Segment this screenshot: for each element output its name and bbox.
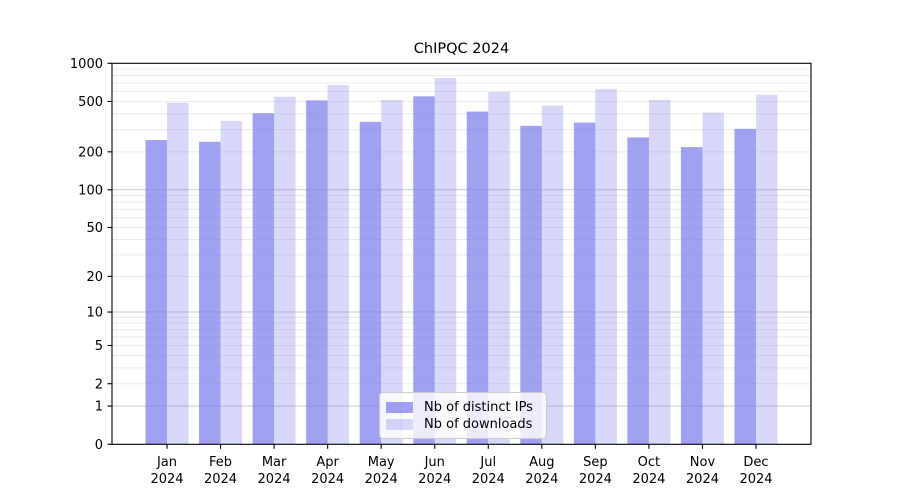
bar-downloads-may — [381, 99, 403, 445]
y-tick-label: 1 — [95, 400, 103, 415]
bar-ips-feb — [199, 141, 221, 445]
x-tick-label-year: 2024 — [204, 472, 237, 487]
x-tick-label-month: Feb — [209, 455, 232, 470]
y-tick-label: 1000 — [70, 57, 103, 72]
bar-downloads-mar — [274, 96, 296, 445]
bar-ips-sep — [573, 122, 596, 445]
x-tick-label-month: Oct — [638, 455, 660, 470]
x-tick-label-year: 2024 — [311, 472, 344, 487]
y-tick-label: 100 — [78, 183, 103, 198]
bar-ips-jul — [466, 111, 489, 445]
y-tick-label: 20 — [86, 270, 103, 285]
x-tick-label-year: 2024 — [525, 472, 558, 487]
x-tick-label-month: Dec — [743, 455, 768, 470]
x-tick-label-month: Jun — [424, 455, 445, 470]
bar-downloads-sep — [595, 89, 617, 445]
x-tick-label-month: Apr — [316, 455, 339, 470]
x-tick-label-year: 2024 — [418, 472, 451, 487]
bar-downloads-jun — [434, 77, 457, 445]
bar-downloads-dec — [756, 94, 778, 445]
bar-ips-dec — [734, 128, 756, 445]
y-tick-label: 2 — [95, 377, 103, 392]
x-tick-label-month: Jan — [156, 455, 177, 470]
legend-item-downloads: Nb of downloads — [386, 416, 538, 432]
plot-border — [111, 62, 812, 445]
y-tick-label: 50 — [86, 221, 103, 236]
bar-ips-aug — [520, 125, 542, 445]
tick-labels: 0 1 2 5 10 20 50 100 200 500 1000 Jan 2024 Feb 2024 Mar… — [70, 57, 773, 487]
bar-ips-oct — [627, 137, 649, 445]
x-tick-label-month: Aug — [529, 455, 554, 470]
bar-downloads-oct — [648, 99, 671, 445]
axes — [107, 62, 812, 449]
y-tick-label: 500 — [78, 95, 103, 110]
bar-ips-may — [359, 121, 382, 445]
x-tick-label-month: May — [368, 455, 395, 470]
legend-label-distinct-ips: Nb of distinct IPs — [424, 399, 533, 415]
legend-swatch-ips-icon — [386, 401, 413, 413]
bar-ips-apr — [306, 100, 328, 445]
x-tick-label-year: 2024 — [739, 472, 772, 487]
legend-label-downloads: Nb of downloads — [424, 416, 533, 432]
x-tick-label-year: 2024 — [686, 472, 719, 487]
y-tick-label: 200 — [78, 145, 103, 160]
bar-ips-jun — [413, 96, 435, 445]
bar-ips-mar — [252, 113, 275, 445]
bar-ips-nov — [680, 147, 703, 445]
bar-downloads-jan — [167, 102, 189, 445]
legend-item-distinct-ips: Nb of distinct IPs — [386, 399, 538, 415]
chart-title: ChIPQC 2024 — [414, 41, 509, 57]
y-tick-label: 0 — [95, 438, 103, 453]
bar-downloads-feb — [220, 120, 243, 445]
y-tick-label: 5 — [95, 339, 103, 354]
bar-downloads-apr — [327, 84, 350, 445]
x-tick-label-year: 2024 — [150, 472, 183, 487]
bar-downloads-jul — [488, 91, 510, 445]
x-tick-label-year: 2024 — [632, 472, 665, 487]
x-tick-label-month: Sep — [583, 455, 608, 470]
x-tick-label-year: 2024 — [472, 472, 505, 487]
x-tick-label-year: 2024 — [365, 472, 398, 487]
x-tick-label-month: Mar — [262, 455, 287, 470]
bar-ips-jan — [145, 140, 167, 445]
x-tick-label-month: Nov — [690, 455, 716, 470]
legend: Nb of distinct IPs Nb of downloads — [379, 392, 547, 439]
x-tick-label-year: 2024 — [258, 472, 291, 487]
bars — [145, 77, 778, 445]
x-tick-label-year: 2024 — [579, 472, 612, 487]
legend-swatch-downloads-icon — [386, 418, 413, 430]
bar-downloads-nov — [702, 112, 724, 445]
bar-downloads-aug — [541, 105, 564, 445]
y-tick-label: 10 — [86, 306, 103, 321]
x-tick-label-month: Jul — [479, 455, 496, 470]
